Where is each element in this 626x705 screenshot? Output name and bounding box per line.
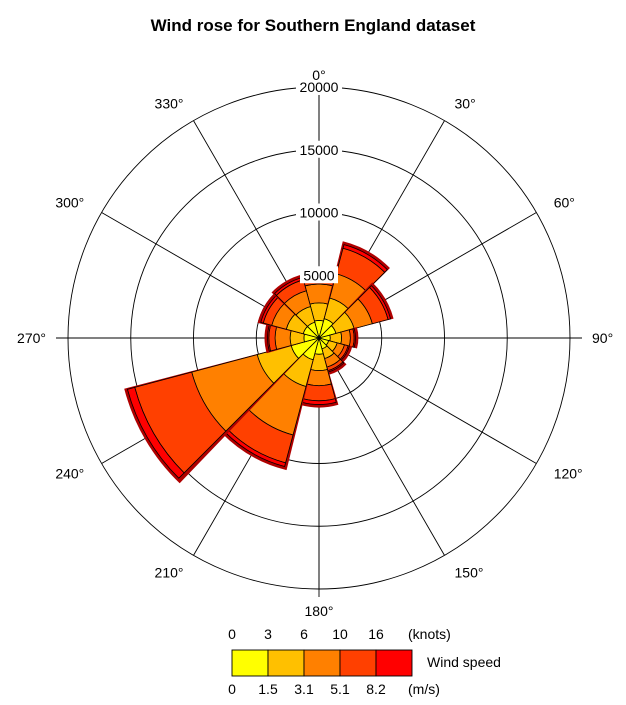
legend-swatch-2 [303, 649, 341, 677]
wind-rose-bars [124, 241, 394, 484]
ring-label-bg-20000 [296, 78, 342, 95]
bar-60-16+ [369, 285, 392, 320]
legend-ms-unit: (m/s) [408, 681, 440, 697]
legend-knots-tick-0: 0 [228, 626, 236, 642]
legend-knots-tick-4: 16 [368, 626, 384, 642]
legend-knots-unit: (knots) [408, 626, 451, 642]
direction-label-0: 0° [312, 67, 325, 83]
legend-swatch-0 [231, 649, 269, 677]
direction-label-60: 60° [554, 195, 575, 211]
direction-label-150: 150° [455, 565, 484, 581]
bar-90-16+ [352, 328, 356, 348]
legend-ms-tick-2: 3.1 [294, 681, 314, 697]
legend-label: Wind speed [427, 654, 501, 670]
ring-label-15000: 15000 [300, 142, 339, 158]
bar-30-16+ [342, 244, 388, 273]
legend-ms-tick-1: 1.5 [258, 681, 278, 697]
legend-ms-tick-3: 5.1 [330, 681, 350, 697]
legend-swatch-4 [375, 649, 413, 677]
legend-knots-tick-2: 6 [300, 626, 308, 642]
legend-ms-tick-0: 0 [228, 681, 236, 697]
ring-label-bg-10000 [296, 203, 342, 221]
ring-label-bg-15000 [296, 140, 342, 158]
chart-title: Wind rose for Southern England dataset [150, 16, 476, 35]
grid-spoke-120 [318, 337, 537, 464]
ring-label-bg-5000 [300, 266, 338, 284]
bar-240-16+ [126, 386, 185, 479]
direction-label-180: 180° [305, 603, 334, 619]
direction-label-300: 300° [55, 195, 84, 211]
legend-swatch-3 [339, 649, 377, 677]
direction-label-210: 210° [155, 565, 184, 581]
grid-spoke-150 [318, 337, 445, 556]
legend-knots-tick-3: 10 [332, 626, 348, 642]
legend-swatch-1 [267, 649, 305, 677]
ring-label-20000: 20000 [300, 79, 339, 95]
direction-label-330: 330° [155, 95, 184, 111]
legend-knots-tick-1: 3 [264, 626, 272, 642]
direction-label-120: 120° [554, 466, 583, 482]
direction-label-90: 90° [592, 330, 613, 346]
direction-label-30: 30° [455, 95, 476, 111]
ring-label-10000: 10000 [300, 205, 339, 221]
legend-ms-tick-4: 8.2 [366, 681, 386, 697]
direction-label-240: 240° [55, 466, 84, 482]
ring-label-5000: 5000 [303, 267, 334, 283]
direction-label-270: 270° [17, 330, 46, 346]
